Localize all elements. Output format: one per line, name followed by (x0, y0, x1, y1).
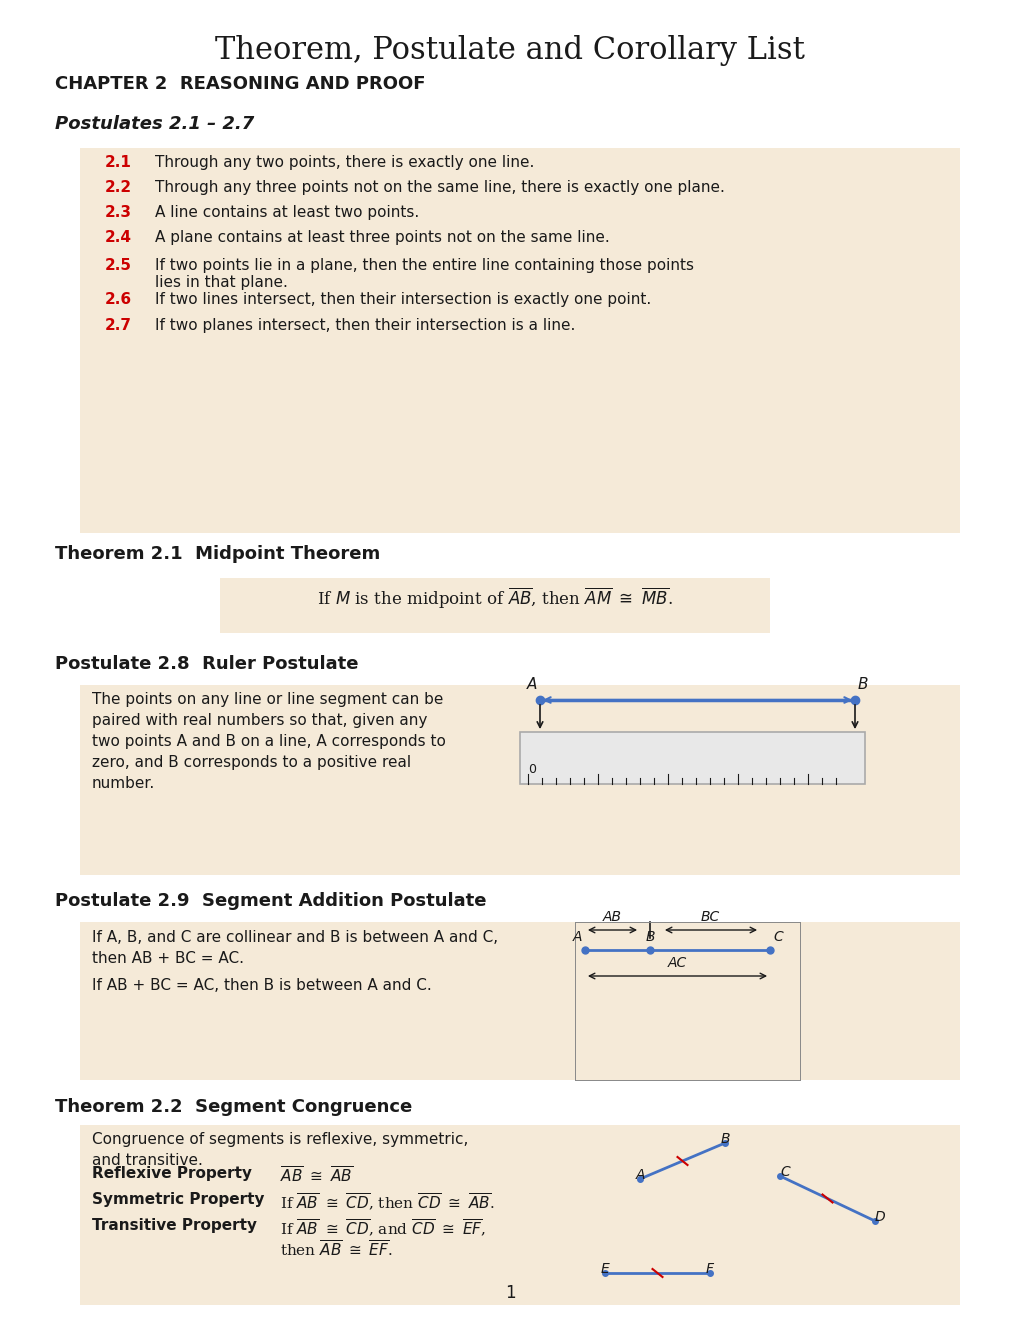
Text: If $M$ is the midpoint of $\overline{AB}$, then $\overline{AM}$ $\cong$ $\overli: If $M$ is the midpoint of $\overline{AB}… (317, 586, 673, 611)
FancyBboxPatch shape (79, 1125, 959, 1305)
Text: The points on any line or line segment can be
paired with real numbers so that, : The points on any line or line segment c… (92, 692, 445, 791)
Text: A: A (635, 1168, 644, 1181)
Text: AC: AC (666, 956, 686, 970)
Text: B: B (719, 1133, 729, 1146)
Text: Postulate 2.8  Ruler Postulate: Postulate 2.8 Ruler Postulate (55, 655, 358, 673)
Text: Symmetric Property: Symmetric Property (92, 1192, 264, 1206)
Text: 2.1: 2.1 (105, 154, 131, 170)
Text: CHAPTER 2  REASONING AND PROOF: CHAPTER 2 REASONING AND PROOF (55, 75, 425, 92)
Text: F: F (705, 1262, 713, 1276)
Text: A: A (572, 931, 582, 944)
Text: C: C (780, 1166, 789, 1179)
FancyBboxPatch shape (220, 578, 769, 634)
Text: 2.3: 2.3 (105, 205, 131, 220)
Text: A plane contains at least three points not on the same line.: A plane contains at least three points n… (155, 230, 609, 246)
Text: If two lines intersect, then their intersection is exactly one point.: If two lines intersect, then their inter… (155, 292, 650, 308)
Text: 0: 0 (528, 763, 535, 776)
Text: A line contains at least two points.: A line contains at least two points. (155, 205, 419, 220)
Text: B: B (645, 931, 654, 944)
Text: 1: 1 (504, 1284, 515, 1302)
Text: Theorem, Postulate and Corollary List: Theorem, Postulate and Corollary List (215, 36, 804, 66)
Text: 2.5: 2.5 (105, 257, 131, 273)
Text: Congruence of segments is reflexive, symmetric,
and transitive.: Congruence of segments is reflexive, sym… (92, 1133, 468, 1168)
Text: If two planes intersect, then their intersection is a line.: If two planes intersect, then their inte… (155, 318, 575, 333)
FancyBboxPatch shape (79, 685, 959, 875)
Text: If $\overline{AB}$ $\cong$ $\overline{CD}$, then $\overline{CD}$ $\cong$ $\overl: If $\overline{AB}$ $\cong$ $\overline{CD… (280, 1192, 494, 1213)
Text: 2.7: 2.7 (105, 318, 131, 333)
Text: If AB + BC = AC, then B is between A and C.: If AB + BC = AC, then B is between A and… (92, 978, 431, 993)
Text: Postulates 2.1 – 2.7: Postulates 2.1 – 2.7 (55, 115, 254, 133)
Text: $\overline{AB}$ $\cong$ $\overline{AB}$: $\overline{AB}$ $\cong$ $\overline{AB}$ (280, 1166, 353, 1187)
Text: A: A (526, 677, 536, 692)
Text: Through any two points, there is exactly one line.: Through any two points, there is exactly… (155, 154, 534, 170)
Text: D: D (874, 1210, 884, 1224)
Text: If A, B, and C are collinear and B is between A and C,
then AB + BC = AC.: If A, B, and C are collinear and B is be… (92, 931, 497, 966)
Text: Theorem 2.1  Midpoint Theorem: Theorem 2.1 Midpoint Theorem (55, 545, 380, 564)
Text: 2.2: 2.2 (105, 180, 132, 195)
Text: BC: BC (700, 909, 719, 924)
Text: Postulate 2.9  Segment Addition Postulate: Postulate 2.9 Segment Addition Postulate (55, 892, 486, 909)
Text: B: B (857, 677, 867, 692)
Text: 2.6: 2.6 (105, 292, 132, 308)
FancyBboxPatch shape (79, 148, 959, 533)
Text: then $\overline{AB}$ $\cong$ $\overline{EF}$.: then $\overline{AB}$ $\cong$ $\overline{… (280, 1239, 392, 1261)
Text: Through any three points not on the same line, there is exactly one plane.: Through any three points not on the same… (155, 180, 725, 195)
Text: If $\overline{AB}$ $\cong$ $\overline{CD}$, and $\overline{CD}$ $\cong$ $\overli: If $\overline{AB}$ $\cong$ $\overline{CD… (280, 1218, 485, 1239)
FancyBboxPatch shape (520, 733, 864, 784)
Text: AB: AB (602, 909, 621, 924)
Text: 2.4: 2.4 (105, 230, 131, 246)
Text: Theorem 2.2  Segment Congruence: Theorem 2.2 Segment Congruence (55, 1098, 412, 1115)
Text: C: C (772, 931, 782, 944)
Text: E: E (600, 1262, 608, 1276)
Text: Reflexive Property: Reflexive Property (92, 1166, 252, 1181)
FancyBboxPatch shape (79, 921, 959, 1080)
Text: If two points lie in a plane, then the entire line containing those points
lies : If two points lie in a plane, then the e… (155, 257, 693, 290)
Text: Transitive Property: Transitive Property (92, 1218, 257, 1233)
